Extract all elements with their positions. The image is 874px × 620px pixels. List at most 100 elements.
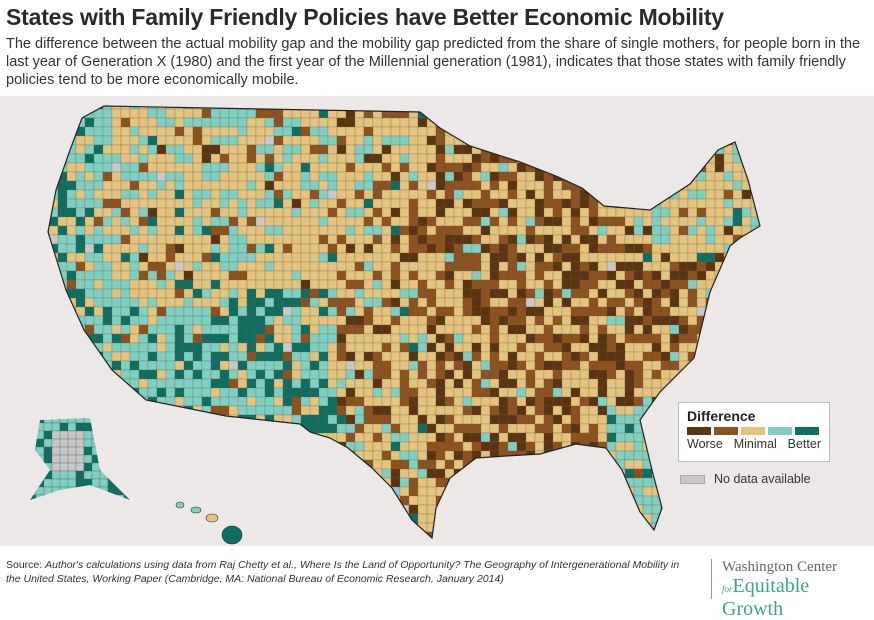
alaska-cell — [123, 430, 130, 440]
county-cell — [417, 117, 428, 128]
county-cell — [759, 135, 760, 146]
county-cell — [66, 243, 77, 254]
county-cell — [57, 378, 68, 389]
county-cell — [165, 477, 176, 488]
county-cell — [156, 207, 167, 218]
county-cell — [696, 189, 707, 200]
county-cell — [129, 333, 140, 344]
county-cell — [444, 216, 455, 227]
county-cell — [435, 279, 446, 290]
county-cell — [309, 414, 320, 425]
county-cell — [606, 153, 617, 164]
county-cell — [291, 234, 302, 245]
county-cell — [606, 495, 617, 506]
county-cell — [498, 207, 509, 218]
county-cell — [399, 297, 410, 308]
county-cell — [760, 541, 769, 550]
county-cell — [345, 513, 356, 524]
county-cell — [579, 234, 590, 245]
county-cell — [210, 216, 221, 227]
county-cell — [570, 270, 581, 281]
county-cell — [525, 180, 536, 191]
county-cell — [543, 270, 554, 281]
county-cell — [174, 378, 185, 389]
county-cell — [508, 541, 517, 550]
county-cell — [255, 360, 266, 371]
county-cell — [183, 171, 194, 182]
county-cell — [246, 369, 257, 380]
county-cell — [192, 315, 203, 326]
county-cell — [111, 342, 122, 353]
county-cell — [291, 378, 302, 389]
alaska-cell — [123, 462, 130, 472]
county-cell — [652, 541, 661, 550]
county-cell — [516, 342, 527, 353]
county-cell — [111, 387, 122, 398]
county-cell — [84, 216, 95, 227]
county-cell — [381, 198, 392, 209]
county-cell — [327, 126, 338, 137]
county-cell — [363, 450, 374, 461]
county-cell — [345, 279, 356, 290]
county-cell — [732, 288, 743, 299]
county-cell — [84, 261, 95, 272]
county-cell — [543, 216, 554, 227]
county-cell — [120, 441, 131, 452]
county-cell — [435, 225, 446, 236]
county-cell — [750, 351, 760, 362]
county-cell — [588, 162, 599, 173]
county-cell — [165, 405, 176, 416]
county-cell — [309, 171, 320, 182]
county-cell — [66, 369, 77, 380]
county-cell — [435, 144, 446, 155]
county-cell — [759, 504, 760, 515]
county-cell — [363, 288, 374, 299]
county-cell — [741, 513, 752, 524]
county-cell — [219, 189, 230, 200]
county-cell — [516, 252, 527, 263]
county-cell — [93, 495, 104, 506]
county-cell — [354, 414, 365, 425]
county-cell — [705, 531, 716, 538]
county-cell — [426, 486, 437, 497]
county-cell — [498, 423, 509, 434]
county-cell — [318, 279, 329, 290]
county-cell — [525, 306, 536, 317]
county-cell — [129, 405, 140, 416]
county-cell — [769, 514, 778, 523]
county-cell — [606, 108, 617, 119]
county-cell — [48, 288, 50, 299]
county-cell — [282, 342, 293, 353]
county-cell — [606, 342, 617, 353]
county-cell — [48, 189, 50, 200]
county-cell — [102, 396, 113, 407]
county-cell — [75, 387, 86, 398]
county-cell — [264, 108, 275, 119]
county-cell — [651, 261, 662, 272]
county-cell — [489, 162, 500, 173]
county-cell — [138, 504, 149, 515]
county-cell — [147, 405, 158, 416]
county-cell — [489, 261, 500, 272]
county-cell — [633, 243, 644, 254]
alaska-cell — [83, 418, 93, 424]
county-cell — [318, 378, 329, 389]
county-cell — [300, 306, 311, 317]
county-cell — [336, 261, 347, 272]
county-cell — [147, 153, 158, 164]
county-cell — [138, 405, 149, 416]
county-cell — [336, 180, 347, 191]
county-cell — [750, 135, 760, 146]
county-cell — [192, 342, 203, 353]
county-cell — [372, 378, 383, 389]
county-cell — [75, 270, 86, 281]
county-cell — [651, 342, 662, 353]
county-cell — [561, 198, 572, 209]
county-cell — [174, 117, 185, 128]
county-cell — [489, 522, 500, 533]
county-cell — [480, 414, 491, 425]
county-cell — [345, 297, 356, 308]
county-cell — [588, 396, 599, 407]
county-cell — [156, 225, 167, 236]
county-cell — [525, 297, 536, 308]
